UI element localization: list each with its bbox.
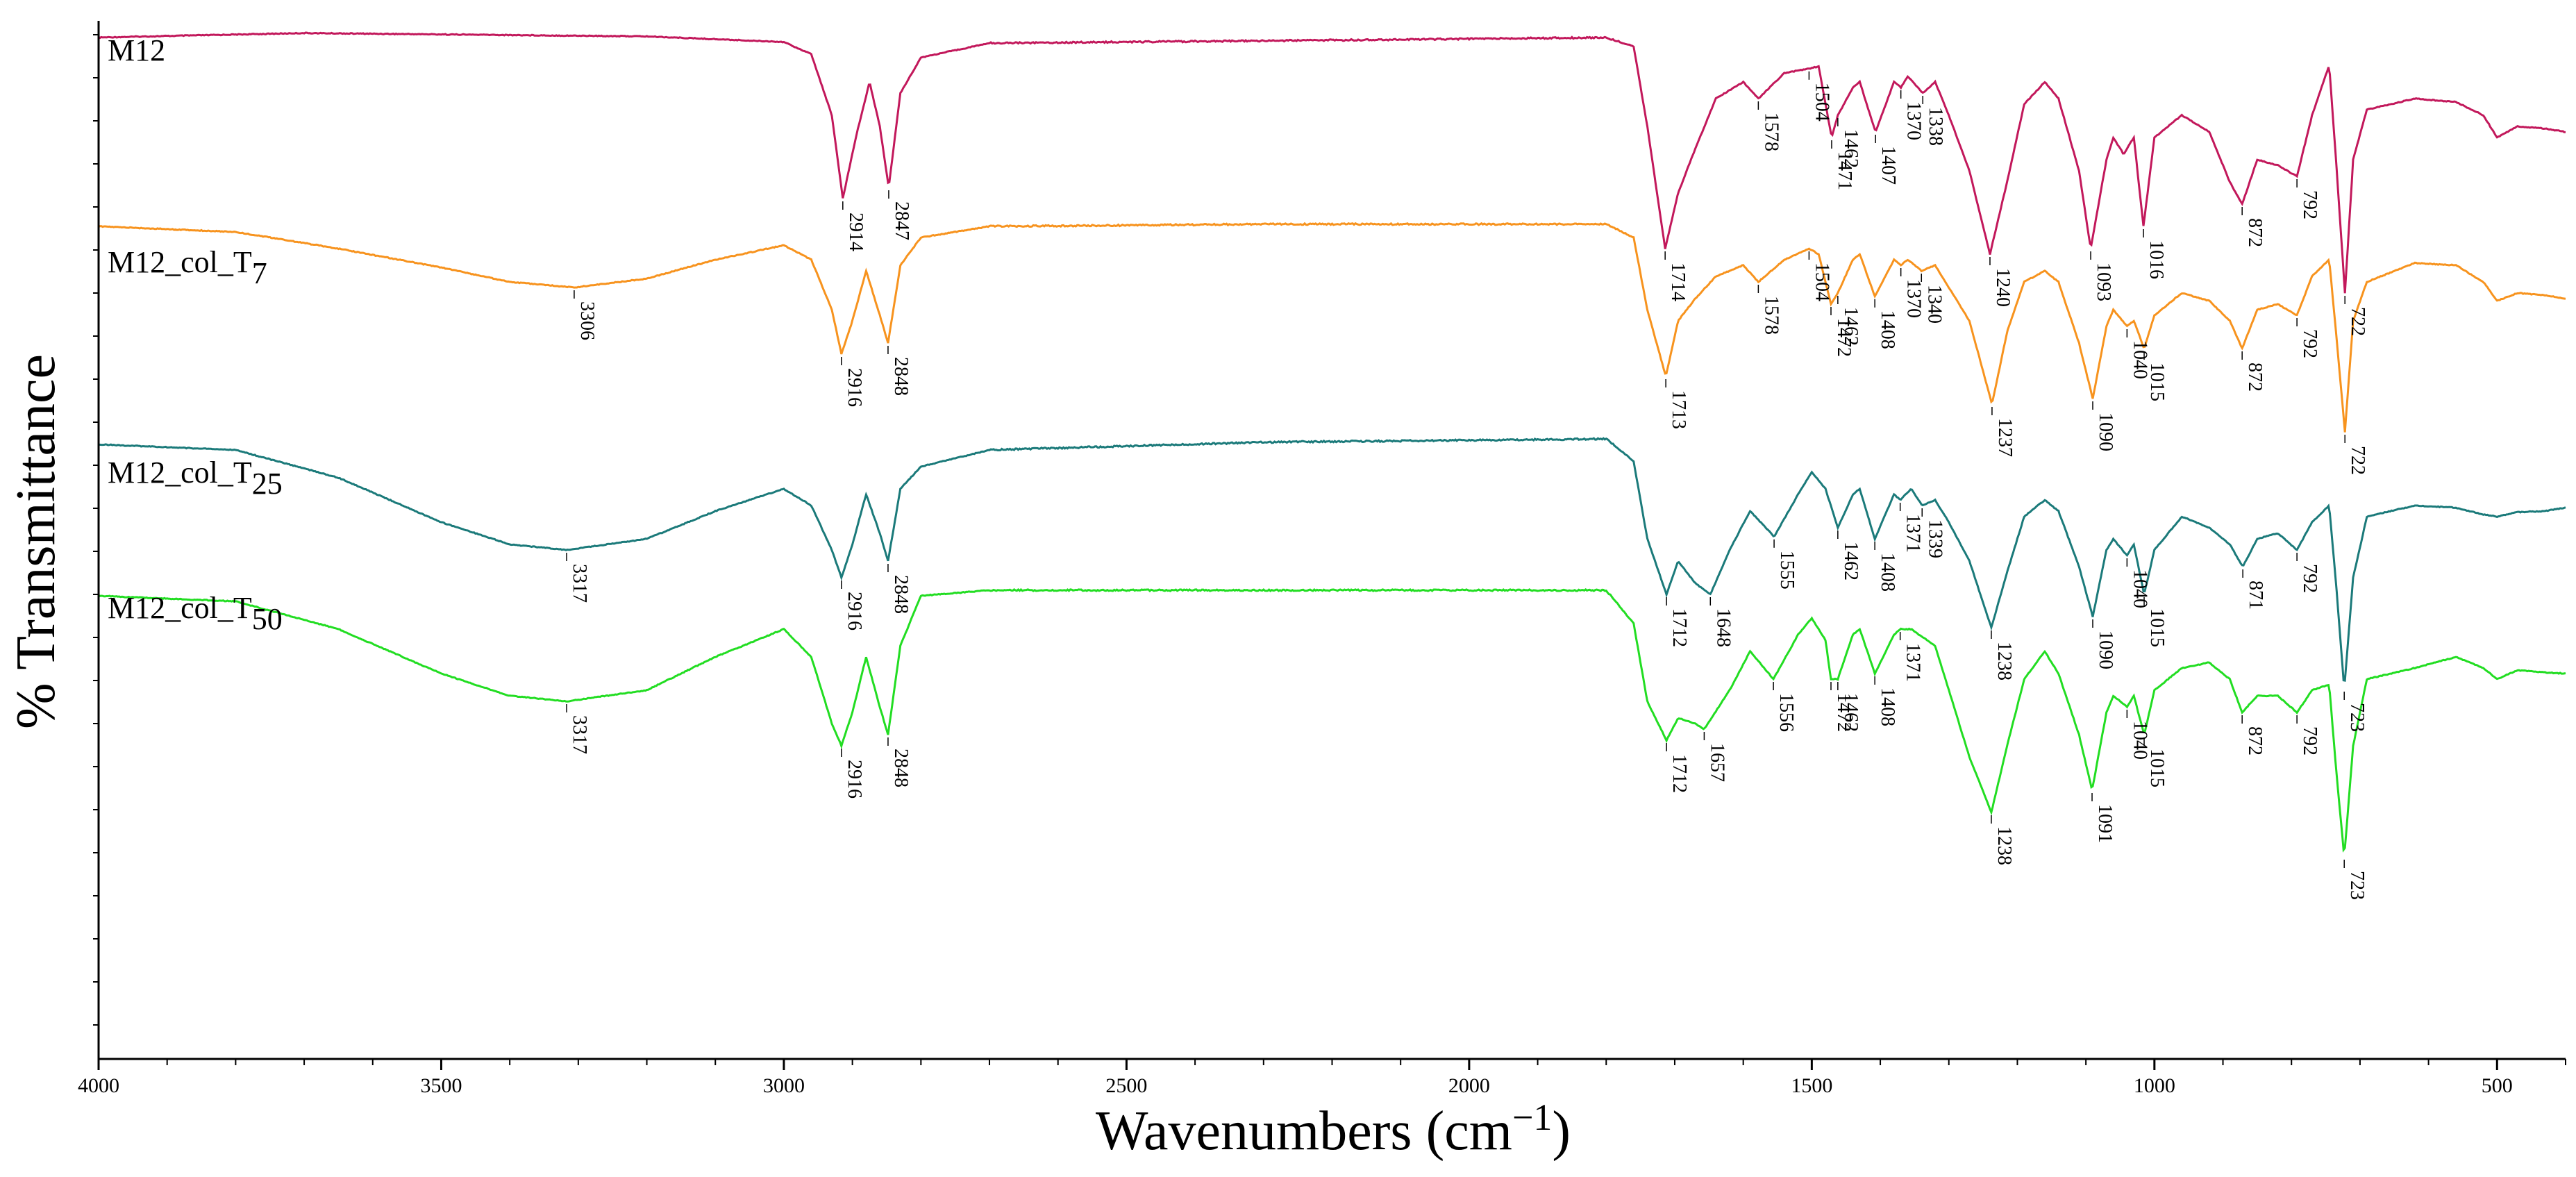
peak-label: 2848 <box>890 749 912 787</box>
peak-label: 1712 <box>1668 608 1690 647</box>
x-tick-label: 3500 <box>420 1074 462 1097</box>
series-line-M12_col_T7 <box>98 222 2566 433</box>
peak-label: 871 <box>2245 581 2266 610</box>
peak-label: 1371 <box>1902 514 1924 553</box>
peak-label: 1093 <box>2093 262 2114 301</box>
peak-label: 2916 <box>844 368 865 407</box>
peak-label: 2848 <box>890 357 912 396</box>
peak-label: 1238 <box>1993 642 2015 681</box>
peak-label: 1370 <box>1903 279 1925 318</box>
x-tick-label: 2000 <box>1448 1074 1490 1097</box>
series-line-M12_col_T25 <box>99 437 2566 682</box>
x-ticks: 4000 3500 3000 2500 2000 1500 1000 500 <box>78 1059 2566 1097</box>
peak-label: 1016 <box>2146 240 2167 279</box>
peak-label: 722 <box>2347 307 2368 336</box>
peak-label: 1090 <box>2095 412 2116 451</box>
peak-label: 1090 <box>2095 631 2116 669</box>
x-tick-label: 1500 <box>1791 1074 1832 1097</box>
y-minor-ticks <box>93 34 99 1026</box>
peak-label: 1238 <box>1993 826 2015 865</box>
x-tick-label: 1000 <box>2134 1074 2175 1097</box>
peak-label: 2848 <box>890 575 912 614</box>
series-line-M12 <box>98 31 2566 294</box>
peak-label: 872 <box>2244 218 2266 247</box>
peak-label: 1091 <box>2094 804 2116 843</box>
x-tick-label: 2500 <box>1105 1074 1147 1097</box>
peak-label: 2847 <box>891 201 912 240</box>
series-label-M12_col_T50: M12_col_T50 <box>108 591 283 636</box>
peak-label: 3317 <box>569 715 590 754</box>
peak-label: 792 <box>2299 190 2320 219</box>
peak-label: 3317 <box>569 564 590 603</box>
peak-label: 1339 <box>1924 519 1946 558</box>
x-tick-label: 4000 <box>78 1074 119 1097</box>
peak-label: 1462 <box>1840 129 1862 168</box>
series-label-M12: M12 <box>108 33 165 67</box>
peak-label: 1712 <box>1668 754 1690 793</box>
series-label-M12_col_T7: M12_col_T7 <box>108 245 267 290</box>
peak-label: 792 <box>2299 564 2320 593</box>
peak-label: 1648 <box>1712 608 1734 647</box>
peak-label: 1408 <box>1877 310 1898 349</box>
peak-label: 1556 <box>1775 693 1797 732</box>
series-label-M12_col_T25: M12_col_T25 <box>108 456 283 501</box>
peak-label: 872 <box>2244 362 2266 392</box>
peak-label: 1408 <box>1877 687 1898 726</box>
peak-label: 792 <box>2299 726 2320 756</box>
peak-label: 722 <box>2347 446 2368 475</box>
axes-layer: 4000 3500 3000 2500 2000 1500 1000 500 <box>78 21 2566 1097</box>
peak-label: 1462 <box>1840 542 1862 581</box>
peak-label: 3306 <box>576 301 598 340</box>
peak-label: 2916 <box>844 760 865 799</box>
x-tick-label: 3000 <box>763 1074 805 1097</box>
peak-label: 1713 <box>1668 390 1689 429</box>
peak-label: 1040 <box>2129 721 2150 760</box>
peak-label: 792 <box>2299 329 2320 358</box>
peak-label: 1237 <box>1994 418 2016 457</box>
spectra-layer <box>98 31 2566 853</box>
peak-label: 1408 <box>1877 553 1898 592</box>
peak-label: 2916 <box>844 592 865 631</box>
peak-label: 1504 <box>1811 262 1832 301</box>
peak-label: 1338 <box>1925 107 1946 146</box>
y-axis-label: % Transmittance <box>6 354 67 729</box>
peak-label: 1578 <box>1760 112 1782 151</box>
peak-label: 1371 <box>1902 643 1924 682</box>
peak-label: 1472 <box>1833 693 1855 732</box>
peak-label: 1015 <box>2146 749 2168 787</box>
peak-label: 1240 <box>1992 268 2014 307</box>
peak-label: 1407 <box>1877 146 1899 185</box>
x-axis-label: Wavenumbers (cm−1) <box>1096 1096 1571 1162</box>
peak-label: 1370 <box>1903 101 1925 140</box>
peak-label: 1040 <box>2129 569 2150 608</box>
peak-label: 1462 <box>1840 693 1862 732</box>
peak-label: 1472 <box>1833 318 1855 357</box>
x-tick-label: 500 <box>2482 1074 2513 1097</box>
peak-label: 2914 <box>845 212 867 251</box>
peak-label: 1578 <box>1760 296 1782 335</box>
peak-label: 1040 <box>2129 340 2150 379</box>
peak-label: 1015 <box>2146 608 2168 647</box>
peak-label: 1340 <box>1923 285 1945 324</box>
series-labels-layer: M12 M12_col_T7 M12_col_T25 M12_col_T50 <box>108 33 283 636</box>
peak-label: 1555 <box>1776 551 1798 590</box>
peak-label: 723 <box>2346 871 2368 900</box>
series-line-M12_col_T50 <box>98 587 2566 853</box>
peak-label: 1657 <box>1706 743 1728 782</box>
peak-label: 1015 <box>2146 362 2168 401</box>
peak-label: 1504 <box>1811 83 1832 122</box>
peak-label: 872 <box>2244 726 2266 756</box>
peak-label: 1471 <box>1834 151 1855 190</box>
peak-label: 723 <box>2346 703 2368 732</box>
peak-label: 1714 <box>1667 262 1689 301</box>
peak-label: 1462 <box>1840 307 1862 346</box>
